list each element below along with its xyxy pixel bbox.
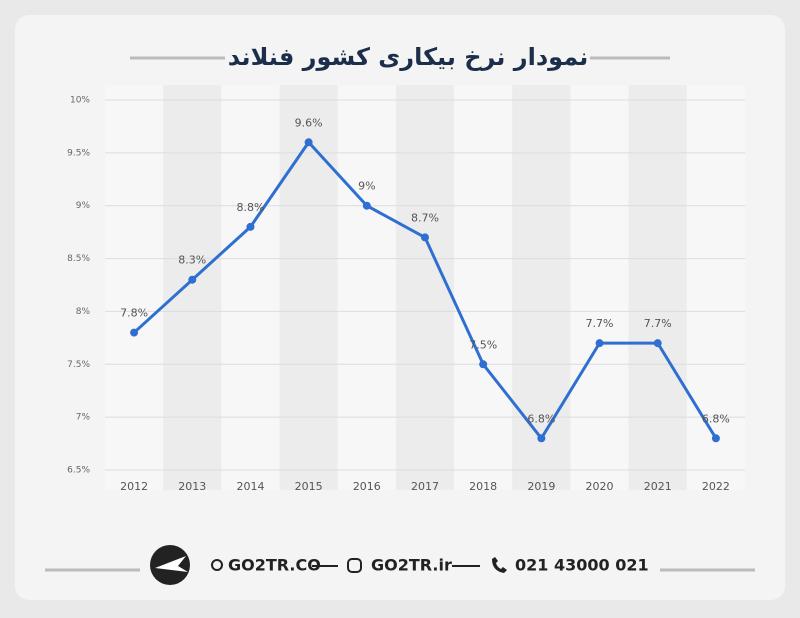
point	[304, 138, 313, 147]
column-stripe	[454, 85, 513, 490]
value-label: 7.8%	[120, 307, 148, 320]
column-stripe	[570, 85, 629, 490]
column-stripes	[105, 85, 745, 490]
value-label: 7.7%	[586, 317, 614, 330]
column-stripe	[221, 85, 280, 490]
value-label: 6.8%	[702, 412, 730, 425]
point	[130, 328, 139, 337]
x-tick-label: 2021	[644, 480, 672, 493]
x-tick-label: 2018	[469, 480, 497, 493]
column-stripe	[337, 85, 396, 490]
column-stripe	[163, 85, 222, 490]
column-stripe	[686, 85, 745, 490]
column-stripe	[628, 85, 687, 490]
point	[362, 201, 371, 210]
link-icon	[211, 559, 223, 571]
y-tick-label: 7%	[76, 413, 91, 423]
value-label: 8.8%	[236, 201, 264, 214]
y-tick-label: 8.5%	[67, 254, 90, 264]
plot: 6.5% 7% 7.5% 8% 8.5% 9% 9.5% 10% 2012 2013 2014 201…	[67, 96, 745, 493]
column-stripe	[105, 85, 164, 490]
point	[421, 233, 429, 242]
x-tick-label: 2015	[295, 480, 323, 493]
x-tick-label: 2014	[236, 480, 264, 493]
value-label: 9.6%	[295, 116, 323, 129]
instagram-icon	[347, 558, 362, 573]
point	[595, 339, 604, 348]
chart-title: نمودار نرخ بیکاری کشور فنلاند	[228, 43, 589, 71]
footer-website: GO2TR.CO	[228, 556, 321, 575]
x-tick-label: 2013	[178, 480, 206, 493]
footer-phone: 021 43000 021	[515, 556, 649, 575]
point	[711, 434, 720, 443]
y-tick-label: 9.5%	[67, 148, 90, 158]
x-tick-label: 2016	[353, 480, 381, 493]
value-label: 7.5%	[469, 338, 497, 351]
y-tick-label: 9%	[76, 201, 91, 211]
footer-instagram: GO2TR.ir	[371, 556, 452, 575]
logo-plane	[155, 556, 188, 572]
point	[479, 360, 488, 369]
column-stripe	[395, 85, 455, 490]
point	[188, 275, 197, 284]
column-stripe	[512, 85, 571, 490]
value-label: 7.7%	[644, 317, 672, 330]
point	[246, 222, 255, 231]
point	[537, 434, 546, 443]
y-tick-label: 10%	[70, 96, 90, 106]
y-tick-label: 6.5%	[67, 466, 90, 476]
value-label: 8.7%	[411, 211, 439, 224]
y-tick-label: 8%	[76, 307, 91, 317]
x-tick-label: 2019	[527, 480, 555, 493]
value-label: 8.3%	[178, 254, 206, 267]
x-tick-label: 2017	[411, 480, 439, 493]
x-tick-label: 2012	[120, 480, 148, 493]
value-label: 9%	[358, 180, 375, 193]
value-label: 6.8%	[527, 412, 555, 425]
x-tick-label: 2022	[702, 480, 730, 493]
point	[653, 339, 662, 348]
y-tick-label: 7.5%	[67, 360, 90, 370]
x-tick-label: 2020	[586, 480, 614, 493]
phone-icon	[492, 557, 507, 573]
